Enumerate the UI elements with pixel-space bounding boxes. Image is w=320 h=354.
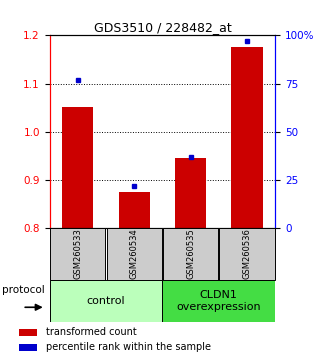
Text: transformed count: transformed count [46, 327, 137, 337]
Bar [220, 228, 275, 280]
Text: protocol: protocol [3, 285, 45, 295]
Text: percentile rank within the sample: percentile rank within the sample [46, 342, 211, 352]
Text: GSM260536: GSM260536 [243, 229, 252, 279]
Bar [62, 107, 93, 228]
Text: CLDN1
overexpression: CLDN1 overexpression [177, 290, 261, 312]
Text: control: control [87, 296, 125, 306]
Bar [107, 228, 162, 280]
Bar [19, 329, 37, 336]
Bar [19, 344, 37, 351]
Text: GSM260533: GSM260533 [73, 229, 82, 279]
Bar [50, 280, 162, 322]
Text: GSM260534: GSM260534 [130, 229, 139, 279]
Bar [231, 47, 262, 228]
Bar [163, 228, 218, 280]
Bar [119, 192, 150, 228]
Bar [175, 158, 206, 228]
Bar [162, 280, 275, 322]
Text: GSM260535: GSM260535 [186, 229, 195, 279]
Title: GDS3510 / 228482_at: GDS3510 / 228482_at [93, 21, 231, 34]
Bar [50, 228, 105, 280]
